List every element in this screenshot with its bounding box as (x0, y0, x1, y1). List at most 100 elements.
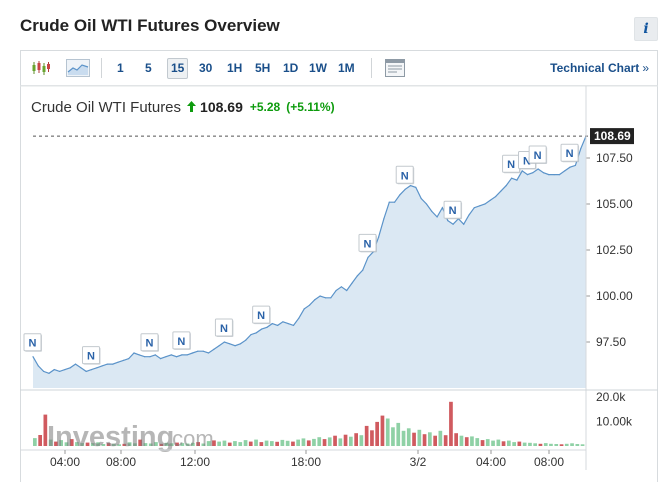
price-change-percent: (+5.11%) (286, 100, 335, 114)
time-tick-label: 08:00 (534, 455, 564, 469)
volume-bar (64, 442, 69, 446)
current-price-tag: 108.69 (590, 128, 634, 145)
news-marker: N (140, 333, 159, 352)
price-point (394, 201, 396, 203)
news-marker-label: N (507, 159, 515, 171)
price-point (473, 207, 475, 209)
volume-bar (54, 441, 58, 446)
volume-bar (559, 444, 564, 446)
technical-chart-label: Technical Chart (550, 61, 640, 75)
news-marker: N (172, 331, 191, 350)
volume-bar (296, 439, 300, 446)
price-point (202, 350, 204, 352)
price-area (32, 135, 590, 388)
volume-bar (201, 443, 206, 446)
news-marker-box (140, 333, 159, 352)
volume-bar (396, 422, 401, 446)
current-price-label: 108.69 (594, 129, 631, 143)
volume-bar (169, 443, 174, 446)
interval-1h[interactable]: 1H (227, 61, 243, 75)
volume-bar (327, 437, 332, 446)
price-point (53, 369, 55, 371)
volume-bar (138, 439, 142, 446)
volume-bar (417, 429, 422, 446)
volume-bar (154, 442, 158, 446)
price-point (351, 282, 353, 284)
price-point (197, 350, 199, 352)
watermark-suffix: .com (166, 426, 214, 451)
price-point (564, 170, 566, 172)
price-point (441, 207, 443, 209)
volume-tick-label: 10.00k (596, 414, 633, 428)
layout-icon[interactable] (383, 57, 407, 79)
volume-bar (117, 444, 121, 446)
price-tick-label: 100.00 (596, 289, 633, 303)
price-point (447, 220, 449, 222)
interval-5h[interactable]: 5H (255, 61, 271, 75)
candlestick-chart-icon[interactable] (29, 57, 53, 79)
price-point (505, 185, 507, 187)
price-point (223, 341, 225, 343)
price-point (436, 216, 438, 218)
volume-bar (496, 439, 501, 446)
time-tick-label: 04:00 (50, 455, 80, 469)
price-point (266, 326, 268, 328)
interval-15[interactable]: 15 (167, 58, 189, 79)
time-axis: 04:00 08:00 12:00 18:00 3/2 04:00 08:00 (20, 449, 586, 469)
volume-bar (317, 437, 322, 446)
volume-bar (270, 441, 274, 446)
volume-bar (517, 441, 522, 446)
investing-watermark: Investing .com (47, 421, 214, 453)
volume-bar (391, 427, 395, 446)
volume-bar (80, 443, 85, 446)
price-point (298, 317, 300, 319)
info-button[interactable]: i (634, 17, 658, 41)
time-tick-label: 18:00 (291, 455, 321, 469)
volume-bar (301, 438, 306, 446)
volume-bar (580, 444, 585, 446)
price-point (356, 275, 358, 277)
interval-1w[interactable]: 1W (309, 61, 327, 75)
volume-bar (38, 435, 42, 446)
price-point (80, 367, 82, 369)
time-tick-label: 12:00 (180, 455, 210, 469)
volume-bar (280, 439, 285, 446)
interval-5[interactable]: 5 (145, 61, 152, 75)
interval-1m[interactable]: 1M (338, 61, 355, 75)
news-marker-box (214, 318, 233, 337)
price-point (181, 354, 183, 356)
volume-bar (454, 433, 458, 446)
volume-bar (522, 442, 527, 446)
volume-bar (90, 443, 95, 446)
news-marker-box (560, 143, 579, 162)
volume-bar (33, 438, 37, 446)
area-chart-icon[interactable] (65, 57, 91, 79)
volume-bar (370, 430, 374, 446)
news-marker: N (23, 333, 42, 352)
price-point (207, 352, 210, 354)
interval-30[interactable]: 30 (199, 61, 213, 75)
interval-1[interactable]: 1 (117, 61, 124, 75)
price-point (160, 358, 162, 360)
price-point (532, 172, 534, 174)
price-point (64, 369, 66, 371)
technical-chart-link[interactable]: Technical Chart» (550, 61, 649, 75)
price-point (85, 370, 87, 372)
price-point (106, 363, 108, 365)
volume-bar (549, 443, 553, 446)
volume-bar (406, 428, 411, 446)
price-point (149, 356, 151, 358)
volume-bar (354, 433, 358, 446)
price-change: +5.28 (249, 100, 281, 114)
volume-bar (501, 441, 506, 446)
interval-1d[interactable]: 1D (283, 61, 299, 75)
price-point (542, 172, 545, 174)
volume-bar (101, 444, 106, 446)
price-point (388, 201, 390, 203)
news-marker: N (528, 145, 548, 165)
chart-panel: 1 5 15 30 1H 5H 1D 1W 1M Technical Chart… (20, 50, 658, 482)
volume-bar (69, 439, 74, 446)
volume-bar (275, 441, 279, 446)
price-point (128, 358, 130, 360)
